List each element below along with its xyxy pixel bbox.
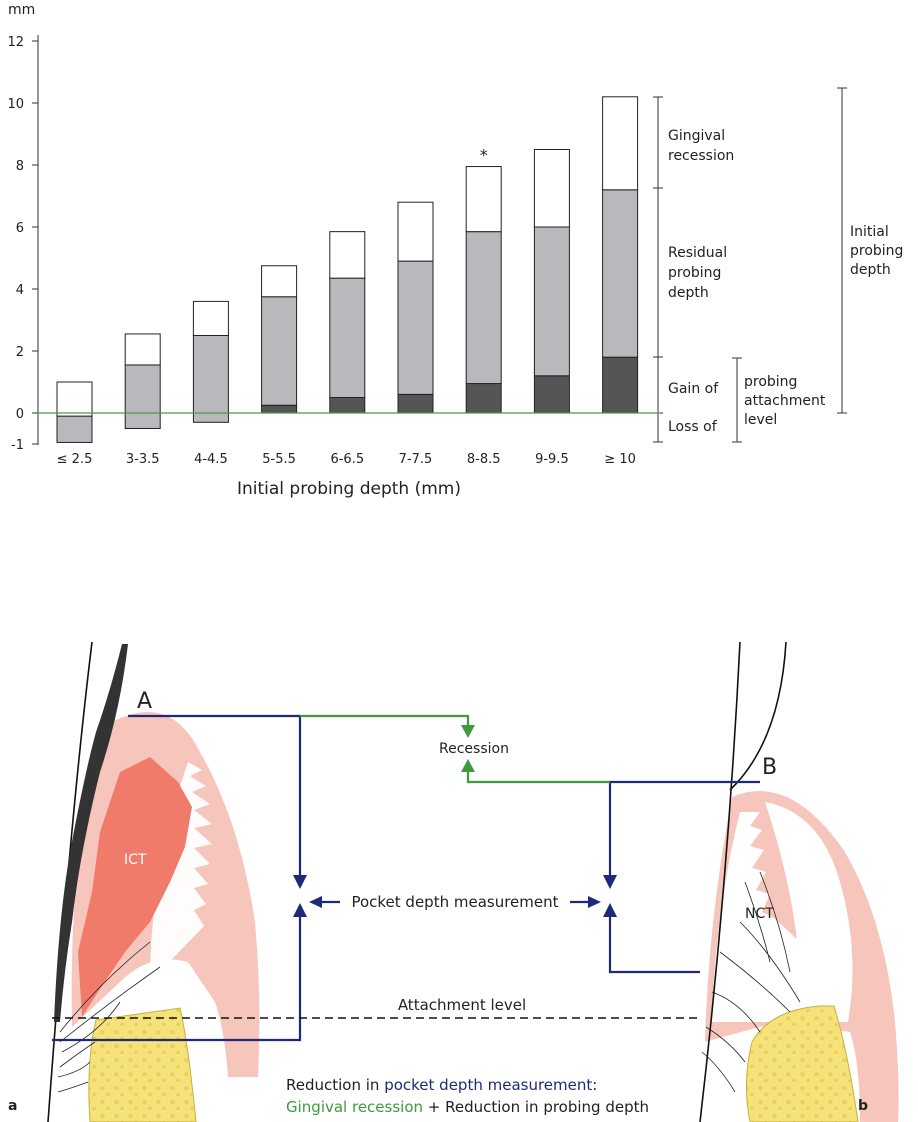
x-tick-label: 9-9.5 [535, 452, 569, 467]
legend-brackets [653, 87, 847, 443]
y-tick-label: 4 [16, 283, 24, 298]
bar-gingival-recession [261, 265, 298, 298]
x-tick-label: 5-5.5 [262, 452, 296, 467]
y-tick-label: -1 [11, 438, 24, 453]
bone-b [745, 1005, 859, 1122]
bar-gingival-recession [602, 96, 639, 191]
bracket-residual-probing-depth: Residual probing depth [668, 245, 732, 301]
bar-gingival-recession [56, 381, 93, 417]
panel-a-tissue [47, 641, 260, 1122]
bar-gain-of-attachment [329, 397, 366, 414]
bar-gain-of-attachment [261, 404, 298, 414]
x-tick-label: ≤ 2.5 [57, 452, 93, 467]
bar-annotation: * [480, 146, 488, 165]
bracket-attachment-level: probing attachment level [744, 374, 830, 428]
x-tick-label: ≥ 10 [604, 452, 636, 467]
y-tick-label: 0 [16, 407, 24, 422]
recession-diagram: A B Recession Pocket depth measurement A… [8, 641, 899, 1122]
ict-label: ICT [124, 852, 147, 868]
bracket-initial-probing-depth: Initial probing depth [850, 224, 908, 278]
bar-gingival-recession [465, 166, 502, 233]
pocket-depth-label: Pocket depth measurement [351, 893, 558, 911]
bar-residual-probing-depth [397, 260, 434, 395]
bar-residual-probing-depth [56, 415, 93, 443]
y-tick-label: 10 [7, 97, 24, 112]
bar-residual-probing-depth [261, 296, 298, 406]
caption-line-1: Reduction in pocket depth measurement: [286, 1076, 597, 1094]
bar-residual-probing-depth [329, 277, 366, 398]
x-tick-label: 4-4.5 [194, 452, 228, 467]
bar-gain-of-attachment [397, 393, 434, 414]
recession-lines [300, 714, 610, 784]
label-b: B [762, 755, 777, 780]
y-tick-label: 12 [7, 35, 24, 50]
bar-residual-probing-depth [602, 189, 639, 358]
bracket-loss-of: Loss of [668, 419, 718, 435]
y-axis-unit: mm [8, 2, 35, 18]
bar-gingival-recession [329, 231, 366, 279]
panel-label-a: a [8, 1098, 17, 1114]
y-tick-label: 8 [16, 159, 24, 174]
x-tick-label: 7-7.5 [399, 452, 433, 467]
plaque-a [54, 644, 128, 1022]
bar-gain-of-attachment [602, 356, 639, 414]
panel-b-tissue [699, 641, 899, 1122]
bar-gingival-recession [533, 149, 570, 228]
bar-residual-probing-depth [192, 335, 229, 423]
ict-region [78, 757, 192, 1017]
attachment-level-label: Attachment level [398, 996, 526, 1014]
x-tick-label: 3-3.5 [126, 452, 160, 467]
x-axis-label: Initial probing depth (mm) [237, 479, 461, 499]
bar-gingival-recession [397, 201, 434, 262]
bar-residual-probing-depth [533, 226, 570, 377]
recession-label: Recession [439, 741, 509, 757]
bar-residual-probing-depth [465, 231, 502, 385]
y-tick-label: 6 [16, 221, 24, 236]
x-tick-label: 8-8.5 [467, 452, 501, 467]
bracket-gain-of: Gain of [668, 381, 719, 397]
panel-label-b: b [858, 1098, 868, 1114]
bar-residual-probing-depth [124, 364, 161, 430]
label-a: A [137, 689, 152, 714]
measurement-arrowheads [293, 875, 617, 917]
caption-line-2: Gingival recession + Reduction in probin… [286, 1098, 649, 1116]
bone-a [88, 1007, 197, 1122]
bar-gain-of-attachment [465, 383, 502, 414]
bar-gain-of-attachment [533, 375, 570, 414]
x-tick-label: 6-6.5 [330, 452, 364, 467]
nct-label: NCT [745, 906, 774, 922]
probing-depth-chart: mm 12 10 8 6 4 2 0 -1 * ≤ 2.5 3-3.5 4-4.5 5-5.5 6-6… [7, 2, 908, 499]
bracket-gingival-recession: Gingival recession [668, 128, 734, 164]
y-tick-label: 2 [16, 345, 24, 360]
bar-gingival-recession [192, 300, 229, 336]
bar-gingival-recession [124, 333, 161, 366]
